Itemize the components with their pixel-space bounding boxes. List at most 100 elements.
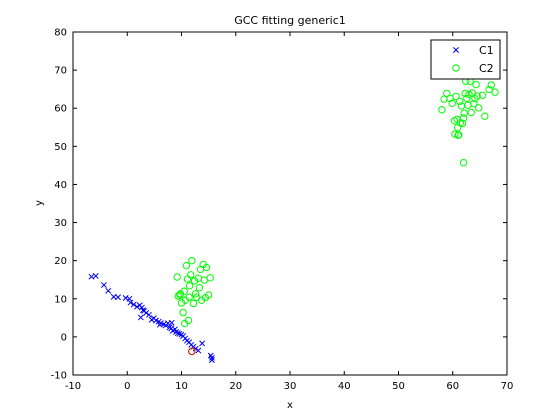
marker-stroke <box>126 295 133 302</box>
marker-stroke <box>138 304 145 311</box>
x-tick-label: 70 <box>501 381 514 392</box>
legend-marker-glyph <box>453 47 459 53</box>
y-tick-label: 40 <box>54 180 67 191</box>
data-point <box>195 284 204 292</box>
marker-stroke <box>207 352 214 359</box>
data-point <box>448 99 456 107</box>
data-point <box>470 99 478 108</box>
data-points <box>88 77 499 364</box>
data-point <box>472 80 480 89</box>
marker-stroke <box>134 303 140 310</box>
y-axis-label: y <box>34 200 45 206</box>
data-point <box>188 256 196 265</box>
data-point <box>485 85 493 94</box>
data-point <box>206 274 214 282</box>
legend-marker-glyph <box>452 64 460 72</box>
y-tick-label: 70 <box>54 66 67 77</box>
marker-stroke <box>453 47 459 53</box>
data-point <box>467 108 475 117</box>
x-axis-label: x <box>287 400 293 411</box>
data-point <box>459 114 468 122</box>
y-tick-label: -10 <box>51 371 67 382</box>
data-point <box>438 106 446 114</box>
data-point <box>459 159 468 167</box>
legend-box <box>430 39 501 80</box>
data-point <box>491 88 499 96</box>
data-point <box>185 293 193 301</box>
marker-stroke <box>145 311 152 318</box>
x-tick-label: 60 <box>446 381 459 392</box>
x-tick-label: 50 <box>392 381 405 392</box>
y-tick-label: 60 <box>54 104 67 115</box>
data-point <box>208 354 215 361</box>
series-c1 <box>88 272 215 364</box>
marker-stroke <box>174 330 181 337</box>
data-point <box>145 311 152 318</box>
x-tick-label: 40 <box>338 381 351 392</box>
marker-stroke <box>168 319 175 326</box>
data-point <box>185 282 194 290</box>
data-point <box>191 290 200 298</box>
data-point <box>456 97 464 106</box>
marker-stroke <box>115 294 121 301</box>
data-point <box>100 282 107 289</box>
data-point <box>202 263 211 272</box>
x-tick-label: 20 <box>229 381 242 392</box>
x-tick-label: 10 <box>175 381 188 392</box>
series-c2 <box>173 77 499 356</box>
y-tick-label: 10 <box>54 294 67 305</box>
axis-ticks: -10 0 10 20 30 40 50 60 70 -10 0 10 20 30 40 50 60 70 80 <box>51 28 514 393</box>
marker-stroke <box>92 272 99 279</box>
data-point <box>130 301 137 308</box>
data-point <box>137 314 144 321</box>
data-point <box>195 347 202 354</box>
chart-title: GCC fitting generic1 <box>234 14 346 27</box>
data-point <box>92 272 99 279</box>
data-point <box>473 92 481 100</box>
data-point <box>199 340 206 347</box>
marker-stroke <box>156 321 163 328</box>
data-point <box>182 261 191 270</box>
data-point <box>156 321 163 328</box>
data-point <box>174 292 182 300</box>
marker-stroke <box>153 317 159 324</box>
data-point <box>143 309 150 316</box>
y-tick-label: 20 <box>54 256 67 267</box>
data-point <box>181 319 189 328</box>
data-point <box>481 112 489 120</box>
data-point <box>134 303 140 310</box>
legend-marker-c1 <box>453 47 459 53</box>
marker-stroke <box>192 345 199 352</box>
data-point <box>454 131 462 139</box>
data-point <box>174 330 181 337</box>
data-point <box>204 291 213 299</box>
marker-stroke <box>127 299 134 306</box>
data-point <box>168 319 175 326</box>
data-point <box>208 357 215 364</box>
marker-stroke <box>160 321 167 328</box>
plot-area <box>72 31 508 376</box>
legend-marker-c2 <box>452 64 460 72</box>
marker-stroke <box>199 340 206 347</box>
data-point <box>478 91 487 99</box>
data-point <box>475 104 483 112</box>
x-tick-label: 30 <box>284 381 297 392</box>
data-point <box>179 308 187 317</box>
marker-stroke <box>105 287 112 294</box>
data-point <box>115 294 121 301</box>
data-point <box>105 287 112 294</box>
marker-stroke <box>176 330 183 337</box>
data-point <box>460 109 468 117</box>
data-point <box>173 273 181 281</box>
data-point <box>192 345 199 352</box>
marker-stroke <box>208 354 215 361</box>
data-point <box>461 89 469 98</box>
data-point <box>187 271 195 279</box>
data-point <box>189 299 198 308</box>
data-point <box>487 81 495 89</box>
marker-stroke <box>208 357 215 364</box>
y-tick-label: 80 <box>54 28 67 39</box>
legend-label-c2: C2 <box>479 62 494 75</box>
